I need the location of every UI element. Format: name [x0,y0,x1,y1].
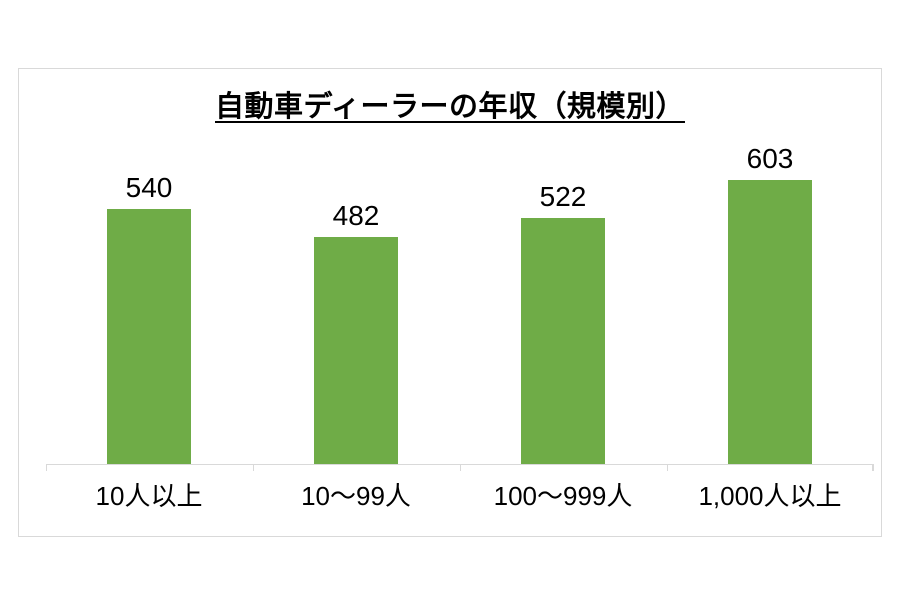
x-axis-labels: 10人以上 10〜99人 100〜999人 1,000人以上 [46,477,874,515]
bar [107,208,191,464]
bar-group: 540 [46,171,253,464]
x-axis-tick [45,463,47,471]
x-axis-tick [459,463,461,471]
bar [521,217,605,464]
bar-value-label: 540 [125,171,173,203]
x-axis-label: 10〜99人 [301,481,411,511]
bar-group: 482 [253,199,460,464]
x-axis-label: 100〜999人 [493,481,633,511]
x-axis-tick [872,463,874,471]
bar [728,179,812,464]
chart-frame: 自動車ディーラーの年収（規模別） 540 482 522 603 10人以上 10… [18,68,882,537]
bar-value-label: 603 [746,142,794,174]
x-axis-tick [252,463,254,471]
bar-group: 522 [460,180,667,464]
chart-title: 自動車ディーラーの年収（規模別） [215,91,685,123]
x-axis-label: 10人以上 [95,481,203,511]
bar-value-label: 482 [332,199,380,231]
plot-area: 540 482 522 603 [46,134,874,464]
bar-value-label: 522 [539,180,587,212]
bar-group: 603 [667,142,874,464]
bar [314,236,398,464]
x-axis-label: 1,000人以上 [698,481,842,511]
x-axis-tick [666,463,668,471]
